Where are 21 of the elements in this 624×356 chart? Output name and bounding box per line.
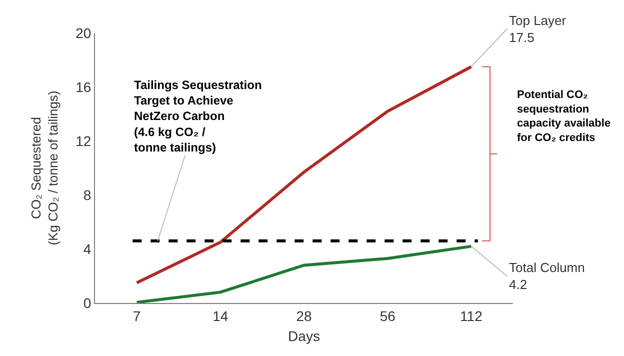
y-tick-label: 8	[83, 186, 92, 203]
y-axis-title: CO₂ Sequestered (Kg CO₂ / tonne of tailings)	[28, 90, 61, 246]
text: Total Column	[509, 260, 585, 275]
y-tick-label: 0	[83, 294, 92, 311]
y-tick-label: 20	[76, 24, 92, 41]
x-axis-title: Days	[288, 328, 320, 344]
y-tick-label: 16	[76, 78, 92, 95]
line-series	[135, 65, 473, 284]
x-tick-label: 112	[460, 308, 483, 324]
x-tick-label: 14	[212, 308, 228, 324]
data-label: 17.5	[509, 30, 534, 45]
text: Top Layer	[509, 13, 567, 28]
x-tick-label: 56	[380, 308, 396, 324]
data-label: 4.2	[509, 276, 528, 292]
text: Potential CO₂ sequestration capacity available for CO₂ credits	[517, 89, 611, 144]
y-tick-label: 12	[76, 132, 92, 149]
x-tick-label: 7	[132, 308, 141, 324]
x-tick-label: 28	[296, 308, 312, 324]
ref-line-label: Tailings Sequestration Target to Achieve NetZero Carbon (4.6 kg CO₂ / tonne tailings)	[134, 78, 262, 154]
line-series	[135, 244, 473, 303]
y-tick-label: 4	[83, 240, 92, 257]
